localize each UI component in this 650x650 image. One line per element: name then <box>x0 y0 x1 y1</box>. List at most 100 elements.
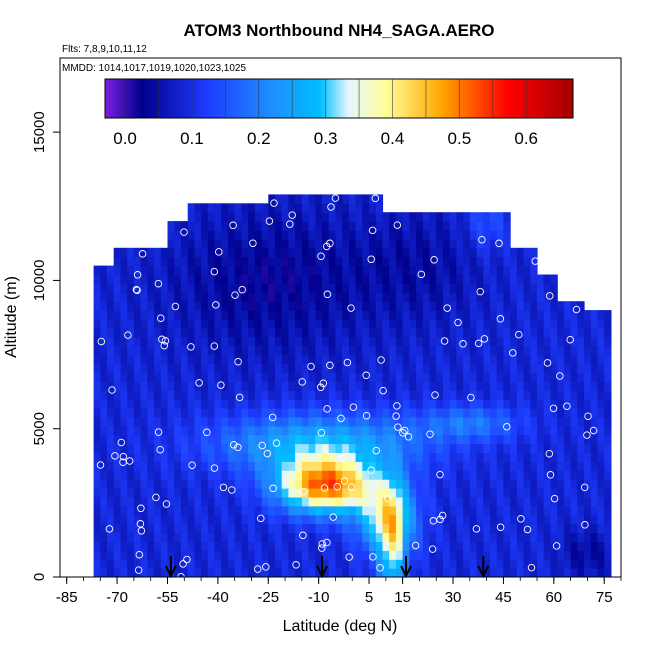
heatmap-cell <box>194 399 202 409</box>
heatmap-cell <box>140 319 148 329</box>
heatmap-cell <box>100 301 108 311</box>
heatmap-cell <box>429 292 437 302</box>
heatmap-cell <box>234 274 242 284</box>
heatmap-cell <box>221 425 229 436</box>
heatmap-cell <box>275 514 283 525</box>
heatmap-cell <box>194 523 202 534</box>
heatmap-cell <box>429 496 437 507</box>
heatmap-cell <box>295 416 303 427</box>
heatmap-cell <box>120 434 128 445</box>
heatmap-cell <box>322 425 330 436</box>
heatmap-cell <box>476 238 484 249</box>
heatmap-cell <box>476 488 484 498</box>
heatmap-cell <box>563 425 572 436</box>
heatmap-cell <box>281 559 289 569</box>
heatmap-cell <box>120 470 128 480</box>
heatmap-cell <box>395 363 404 373</box>
heatmap-cell <box>530 345 538 356</box>
heatmap-cell <box>133 336 142 347</box>
heatmap-cell <box>328 408 336 418</box>
heatmap-cell <box>120 381 128 391</box>
heatmap-cell <box>234 434 242 445</box>
heatmap-cell <box>469 550 478 560</box>
heatmap-cell <box>335 319 343 329</box>
heatmap-cell <box>510 434 518 445</box>
heatmap-cell <box>335 345 343 356</box>
heatmap-cell <box>369 568 377 577</box>
heatmap-cell <box>254 532 263 542</box>
heatmap-cell <box>187 310 195 320</box>
x-tick-label: -70 <box>106 589 128 606</box>
heatmap-cell <box>201 416 209 427</box>
heatmap-cell <box>268 283 276 293</box>
heatmap-cell <box>389 381 397 391</box>
heatmap-cell <box>335 247 343 258</box>
heatmap-cell <box>409 274 417 284</box>
heatmap-cell <box>530 408 538 418</box>
heatmap-cell <box>416 292 424 302</box>
heatmap-cell <box>463 505 471 516</box>
profile-markers <box>164 556 490 579</box>
heatmap-cell <box>469 327 478 338</box>
heatmap-cell <box>476 301 484 311</box>
heatmap-cell <box>584 505 592 516</box>
heatmap-cell <box>483 354 491 365</box>
heatmap-cell <box>207 443 216 453</box>
heatmap-cell <box>348 301 357 311</box>
heatmap-cell <box>254 470 263 480</box>
heatmap-cell <box>590 470 599 480</box>
heatmap-cell <box>214 221 222 231</box>
heatmap-cell <box>275 203 283 213</box>
heatmap-cell <box>301 470 310 480</box>
heatmap-cell <box>120 399 128 409</box>
heatmap-cell <box>295 301 303 311</box>
heatmap-cell <box>234 319 242 329</box>
heatmap-cell <box>416 488 424 498</box>
heatmap-cell <box>100 541 108 551</box>
heatmap-cell <box>281 532 289 542</box>
heatmap-cell <box>436 425 444 436</box>
heatmap-cell <box>133 247 142 258</box>
heatmap-cell <box>187 550 195 560</box>
heatmap-cell <box>261 550 269 560</box>
heatmap-cell <box>194 461 202 471</box>
heatmap-cell <box>422 256 431 267</box>
heatmap-cell <box>570 523 578 534</box>
heatmap-cell <box>315 319 323 329</box>
heatmap-cell <box>154 532 162 542</box>
heatmap-cell <box>429 256 437 267</box>
heatmap-cell <box>348 247 357 258</box>
heatmap-cell <box>201 256 209 267</box>
heatmap-cell <box>194 203 202 213</box>
heatmap-cell <box>449 363 457 373</box>
heatmap-cell <box>402 443 410 453</box>
heatmap-cell <box>597 559 605 569</box>
heatmap-cell <box>443 399 451 409</box>
heatmap-cell <box>490 488 498 498</box>
heatmap-cell <box>490 345 498 356</box>
heatmap-cell <box>369 221 377 231</box>
heatmap-cell <box>436 319 444 329</box>
heatmap-cell <box>409 479 417 489</box>
heatmap-cell <box>523 559 531 569</box>
heatmap-cell <box>194 390 202 400</box>
heatmap-cell <box>180 416 189 427</box>
heatmap-cell <box>523 416 531 427</box>
heatmap-cell <box>402 327 410 338</box>
heatmap-cell <box>597 372 605 382</box>
heatmap-cell <box>382 301 390 311</box>
heatmap-cell <box>530 425 538 436</box>
heatmap-cell <box>328 452 336 462</box>
heatmap-cell <box>543 488 551 498</box>
heatmap-cell <box>241 470 249 480</box>
heatmap-cell <box>449 470 457 480</box>
heatmap-cell <box>93 399 101 409</box>
heatmap-cell <box>577 301 585 311</box>
heatmap-cell <box>100 363 108 373</box>
heatmap-cell <box>93 523 101 534</box>
heatmap-cell <box>523 532 531 542</box>
heatmap-cell <box>187 532 195 542</box>
sample-point <box>454 318 462 327</box>
heatmap-cell <box>503 559 511 569</box>
heatmap-cell <box>221 283 229 293</box>
